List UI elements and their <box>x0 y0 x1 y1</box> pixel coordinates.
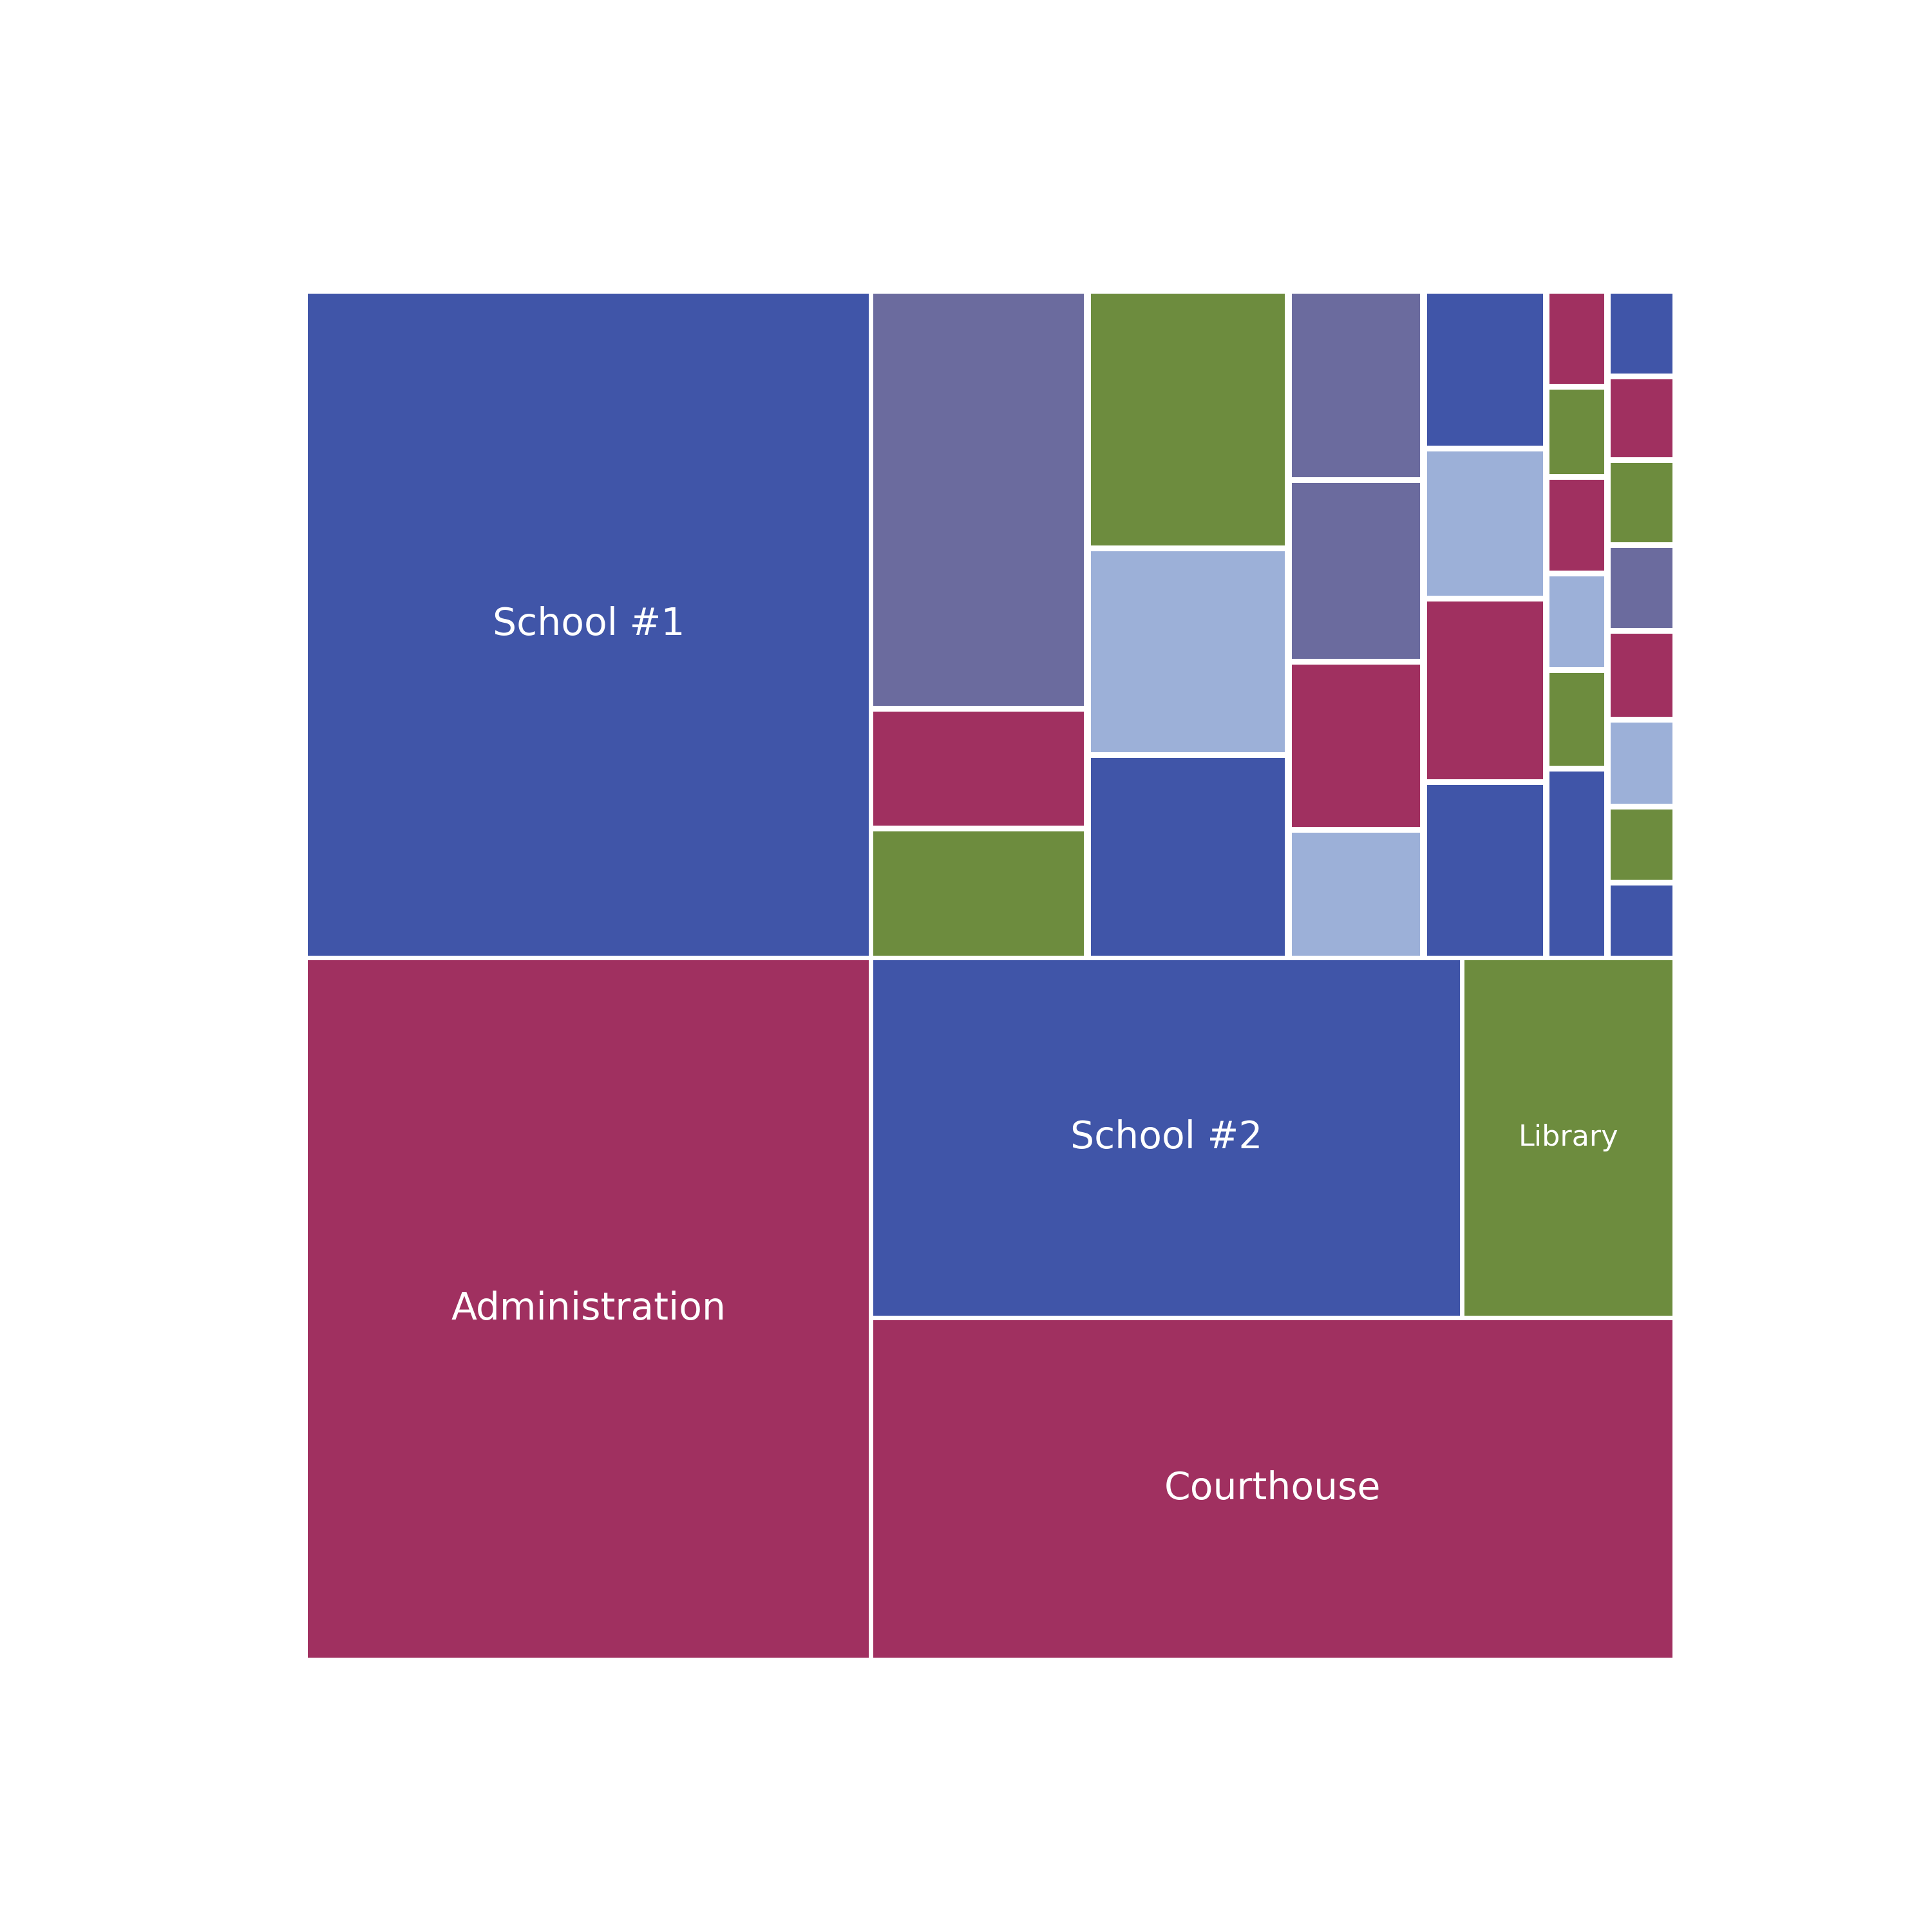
FancyBboxPatch shape <box>307 960 869 1658</box>
FancyBboxPatch shape <box>1611 810 1673 879</box>
FancyBboxPatch shape <box>1293 833 1420 956</box>
FancyBboxPatch shape <box>1428 452 1544 595</box>
FancyBboxPatch shape <box>1549 390 1604 473</box>
FancyBboxPatch shape <box>873 294 1084 705</box>
FancyBboxPatch shape <box>1611 549 1673 628</box>
FancyBboxPatch shape <box>1611 723 1673 804</box>
FancyBboxPatch shape <box>1428 784 1544 956</box>
FancyBboxPatch shape <box>1293 483 1420 659</box>
FancyBboxPatch shape <box>1092 551 1285 752</box>
FancyBboxPatch shape <box>307 294 869 956</box>
FancyBboxPatch shape <box>1611 634 1673 717</box>
FancyBboxPatch shape <box>873 1320 1673 1658</box>
FancyBboxPatch shape <box>1611 885 1673 956</box>
FancyBboxPatch shape <box>1549 294 1604 384</box>
FancyBboxPatch shape <box>1549 672 1604 765</box>
FancyBboxPatch shape <box>873 831 1084 956</box>
FancyBboxPatch shape <box>1293 665 1420 827</box>
Text: Courthouse: Courthouse <box>1165 1470 1381 1507</box>
FancyBboxPatch shape <box>1549 479 1604 570</box>
Text: Administration: Administration <box>450 1291 726 1327</box>
FancyBboxPatch shape <box>873 960 1461 1316</box>
Text: Library: Library <box>1519 1124 1619 1151</box>
FancyBboxPatch shape <box>1428 601 1544 779</box>
FancyBboxPatch shape <box>1549 771 1604 956</box>
FancyBboxPatch shape <box>1428 294 1544 446</box>
FancyBboxPatch shape <box>1611 379 1673 458</box>
Text: School #1: School #1 <box>493 607 684 643</box>
FancyBboxPatch shape <box>1464 960 1673 1316</box>
FancyBboxPatch shape <box>873 711 1084 825</box>
FancyBboxPatch shape <box>1549 576 1604 667</box>
Text: School #2: School #2 <box>1070 1119 1264 1155</box>
FancyBboxPatch shape <box>1092 757 1285 956</box>
FancyBboxPatch shape <box>1611 464 1673 543</box>
FancyBboxPatch shape <box>1293 294 1420 477</box>
FancyBboxPatch shape <box>1611 294 1673 373</box>
FancyBboxPatch shape <box>1092 294 1285 545</box>
